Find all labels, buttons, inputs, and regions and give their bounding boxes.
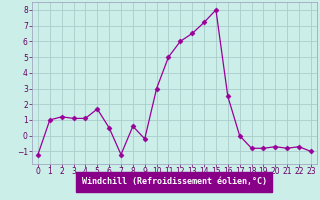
- X-axis label: Windchill (Refroidissement éolien,°C): Windchill (Refroidissement éolien,°C): [82, 177, 267, 186]
